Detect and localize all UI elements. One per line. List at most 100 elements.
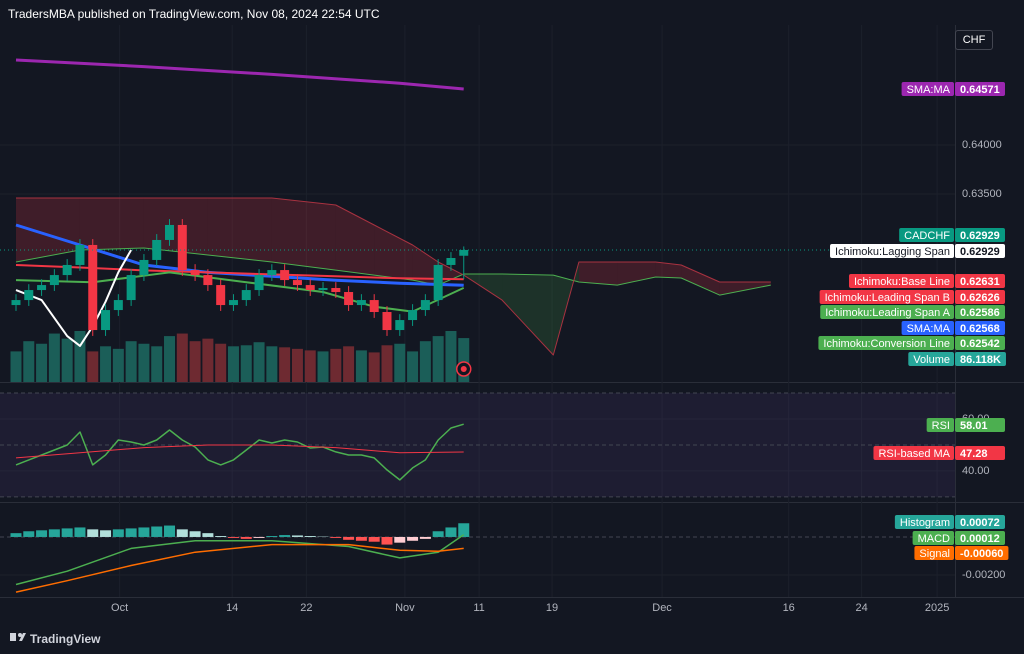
price-label-name: RSI	[932, 420, 950, 432]
price-label-value-box	[955, 336, 1005, 350]
candle-body	[126, 275, 136, 301]
volume-bar	[176, 333, 188, 382]
price-label-value-box	[955, 274, 1005, 288]
candle-body	[433, 264, 443, 301]
histogram-bar	[407, 536, 419, 541]
volume-bar	[381, 345, 393, 382]
price-label-value: 0.62631	[960, 276, 1000, 288]
price-label-value-box	[955, 82, 1005, 96]
currency-button[interactable]: CHF	[955, 30, 993, 50]
histogram-bar	[355, 536, 367, 541]
candle-body	[216, 285, 226, 306]
x-tick-label: 16	[783, 602, 795, 614]
footer-brand: TradingView	[30, 632, 101, 646]
volume-bar	[419, 341, 431, 382]
candle-body	[459, 249, 469, 256]
histogram-bar	[10, 533, 22, 537]
volume-bar	[317, 351, 329, 382]
price-label-value: 0.62929	[960, 246, 1000, 258]
price-label-value-box	[955, 305, 1005, 319]
candle-body	[318, 287, 328, 291]
volume-bar	[343, 346, 355, 382]
volume-bar	[189, 341, 201, 382]
indicator-line	[15, 58, 464, 91]
price-label-name-box	[849, 274, 954, 288]
volume-bar	[394, 343, 406, 382]
candle-body	[101, 310, 111, 331]
volume-bar	[164, 336, 176, 382]
volume-bar	[240, 345, 252, 382]
price-label-name: Ichimoku:Conversion Line	[823, 338, 950, 350]
histogram-bar	[253, 536, 265, 538]
histogram-bar	[36, 530, 48, 537]
histogram-bar	[458, 523, 470, 537]
price-label-value-box	[955, 546, 1009, 560]
histogram-bar	[419, 536, 431, 539]
histogram-bar	[61, 528, 73, 537]
price-label-name-box	[818, 336, 954, 350]
histogram-bar	[87, 529, 99, 537]
candle-body	[331, 287, 341, 293]
x-tick-label: Dec	[652, 602, 672, 614]
candle-body	[165, 224, 175, 240]
cloud-segment	[207, 198, 272, 263]
x-tick-label: Nov	[395, 602, 415, 614]
candle-body	[11, 300, 21, 306]
price-label-value: 0.62586	[960, 307, 1000, 319]
volume-bar	[458, 338, 470, 382]
price-label-name-box	[901, 82, 954, 96]
histogram-bar	[151, 526, 163, 537]
cloud-segment	[578, 262, 618, 286]
histogram-bar	[279, 535, 291, 537]
y-tick-label: 40.00	[962, 465, 990, 477]
candle-body	[113, 300, 123, 311]
histogram-bar	[215, 536, 227, 537]
candle-body	[37, 285, 47, 291]
volume-bar	[151, 346, 163, 382]
histogram-bar	[100, 530, 112, 537]
price-label-value: 0.64571	[960, 84, 1000, 96]
price-label-value: 0.00012	[960, 533, 1000, 545]
candle-body	[382, 312, 392, 331]
price-label-value-box	[955, 244, 1005, 258]
price-label-name: SMA:MA	[907, 84, 951, 96]
volume-bar	[87, 351, 99, 382]
price-label-value: 0.62568	[960, 323, 1000, 335]
event-icon-dot	[460, 366, 467, 372]
cloud-segment	[617, 262, 656, 286]
price-label-name: Ichimoku:Base Line	[854, 276, 950, 288]
price-label-value-box	[955, 228, 1005, 242]
volume-bar	[432, 336, 444, 382]
cloud-segment	[335, 204, 375, 276]
indicator-line	[15, 543, 464, 593]
indicator-line	[15, 249, 132, 347]
histogram-bar	[343, 536, 355, 540]
volume-bar	[36, 343, 48, 382]
footer-logo	[10, 633, 26, 641]
candle-body	[408, 310, 418, 321]
price-label: -0.00060 Signal	[914, 546, 1009, 560]
volume-bar	[445, 331, 457, 382]
price-label-value: 47.28	[960, 448, 988, 460]
histogram-bar	[330, 536, 342, 538]
volume-bar	[407, 351, 419, 382]
candle-body	[177, 224, 187, 271]
candle-body	[241, 290, 251, 301]
price-label-name-box	[820, 305, 954, 319]
price-label-name-box	[873, 446, 954, 460]
volume-bar	[202, 338, 214, 382]
price-label: 86.118K Volume	[908, 352, 1006, 366]
candle-body	[62, 264, 72, 276]
price-label-name: Signal	[919, 548, 950, 560]
volume-bar	[138, 343, 150, 382]
price-label: 0.62929 CADCHF	[899, 228, 1005, 242]
price-label-name-box	[914, 546, 954, 560]
histogram-bar	[202, 533, 214, 537]
volume-bar	[304, 350, 316, 382]
indicator-line	[15, 534, 465, 586]
cloud-segment	[719, 282, 771, 296]
price-label-name: Histogram	[900, 517, 950, 529]
price-label-value-box	[955, 290, 1005, 304]
cloud-segment	[681, 264, 720, 296]
